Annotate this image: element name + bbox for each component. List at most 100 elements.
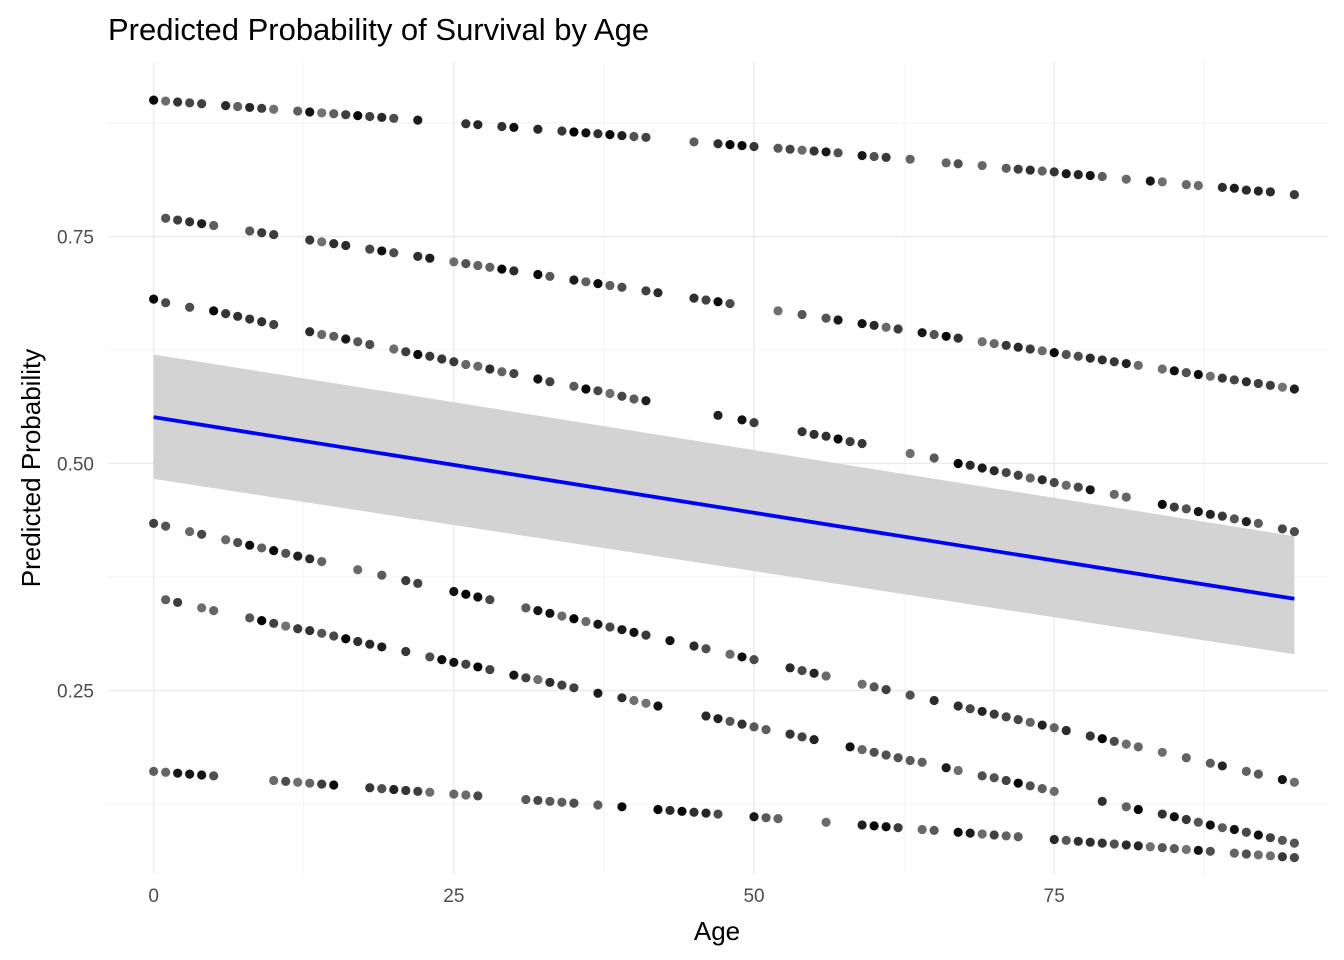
data-point xyxy=(317,556,327,567)
data-point xyxy=(953,458,963,469)
data-point xyxy=(533,605,543,616)
data-point xyxy=(329,631,339,641)
data-point xyxy=(473,662,483,672)
data-point xyxy=(617,282,627,292)
data-point xyxy=(857,150,867,161)
data-point xyxy=(149,518,159,529)
data-point xyxy=(437,655,447,665)
data-point xyxy=(605,130,615,140)
data-point xyxy=(1181,814,1191,825)
data-point xyxy=(269,546,279,556)
data-point xyxy=(569,381,579,391)
data-point xyxy=(569,275,579,285)
data-point xyxy=(1289,777,1299,787)
data-point xyxy=(149,766,159,776)
data-point xyxy=(305,327,315,337)
data-point xyxy=(485,595,495,605)
regression-line xyxy=(153,415,1295,601)
data-point xyxy=(701,644,711,654)
data-point xyxy=(377,784,387,794)
data-point xyxy=(353,337,363,347)
data-point xyxy=(785,663,795,673)
data-point xyxy=(533,124,543,134)
data-point xyxy=(545,271,555,281)
data-point xyxy=(485,364,495,374)
data-point xyxy=(569,683,579,693)
data-point xyxy=(737,719,747,729)
data-point xyxy=(905,154,915,164)
data-point xyxy=(161,96,171,106)
data-point xyxy=(209,605,219,616)
data-point xyxy=(1013,342,1023,352)
data-point xyxy=(473,791,483,801)
data-point xyxy=(257,615,267,626)
x-tick-label: 25 xyxy=(443,886,464,907)
data-point xyxy=(1097,355,1107,365)
data-point xyxy=(269,229,279,240)
data-point xyxy=(245,102,255,113)
data-point xyxy=(161,595,171,605)
data-point xyxy=(449,257,459,267)
data-point xyxy=(1217,761,1227,771)
data-point xyxy=(377,246,387,256)
data-point xyxy=(1277,382,1287,392)
data-point xyxy=(797,665,807,676)
data-point xyxy=(1097,796,1107,806)
data-point xyxy=(1013,470,1023,480)
data-point xyxy=(1109,489,1119,499)
data-point xyxy=(1025,781,1035,791)
data-point xyxy=(1049,786,1059,796)
data-point xyxy=(1001,340,1011,350)
data-point xyxy=(461,359,471,370)
data-point xyxy=(941,158,951,168)
data-point xyxy=(1265,833,1275,843)
data-point xyxy=(377,570,387,580)
data-point xyxy=(497,367,507,377)
data-point xyxy=(869,151,879,162)
x-axis-label: Age xyxy=(694,916,740,946)
data-point xyxy=(197,219,207,229)
data-point xyxy=(341,334,351,344)
data-point xyxy=(1049,834,1059,845)
data-point xyxy=(473,260,483,271)
data-point xyxy=(1193,506,1203,517)
data-point xyxy=(1217,823,1227,833)
data-point xyxy=(617,802,627,812)
data-point xyxy=(881,685,891,695)
data-point xyxy=(461,259,471,269)
data-point xyxy=(665,805,675,816)
data-point xyxy=(1205,820,1215,830)
data-point xyxy=(305,235,315,245)
confidence-band xyxy=(153,354,1295,655)
data-point xyxy=(245,226,255,236)
data-point xyxy=(1169,812,1179,822)
data-point xyxy=(617,130,627,141)
data-point xyxy=(941,331,951,341)
x-axis-ticks: 0 25 50 75 xyxy=(148,886,1064,907)
data-point xyxy=(905,448,915,459)
data-point xyxy=(845,437,855,447)
data-point xyxy=(1157,177,1167,187)
data-point xyxy=(965,460,975,470)
data-point xyxy=(1121,358,1131,369)
data-point xyxy=(185,302,195,312)
data-point xyxy=(221,308,231,319)
data-point xyxy=(1181,504,1191,514)
data-point xyxy=(1217,373,1227,383)
data-point xyxy=(833,148,843,158)
data-point xyxy=(821,671,831,681)
data-point xyxy=(1013,832,1023,842)
data-point xyxy=(929,825,939,836)
data-point xyxy=(713,139,723,149)
data-point xyxy=(1169,502,1179,512)
data-point xyxy=(1013,714,1023,725)
data-point xyxy=(569,798,579,808)
data-point xyxy=(161,521,171,531)
data-point xyxy=(785,729,795,739)
data-point xyxy=(1061,835,1071,845)
data-point xyxy=(1037,475,1047,485)
data-point xyxy=(401,576,411,586)
data-point xyxy=(1025,717,1035,727)
data-point xyxy=(593,619,603,629)
